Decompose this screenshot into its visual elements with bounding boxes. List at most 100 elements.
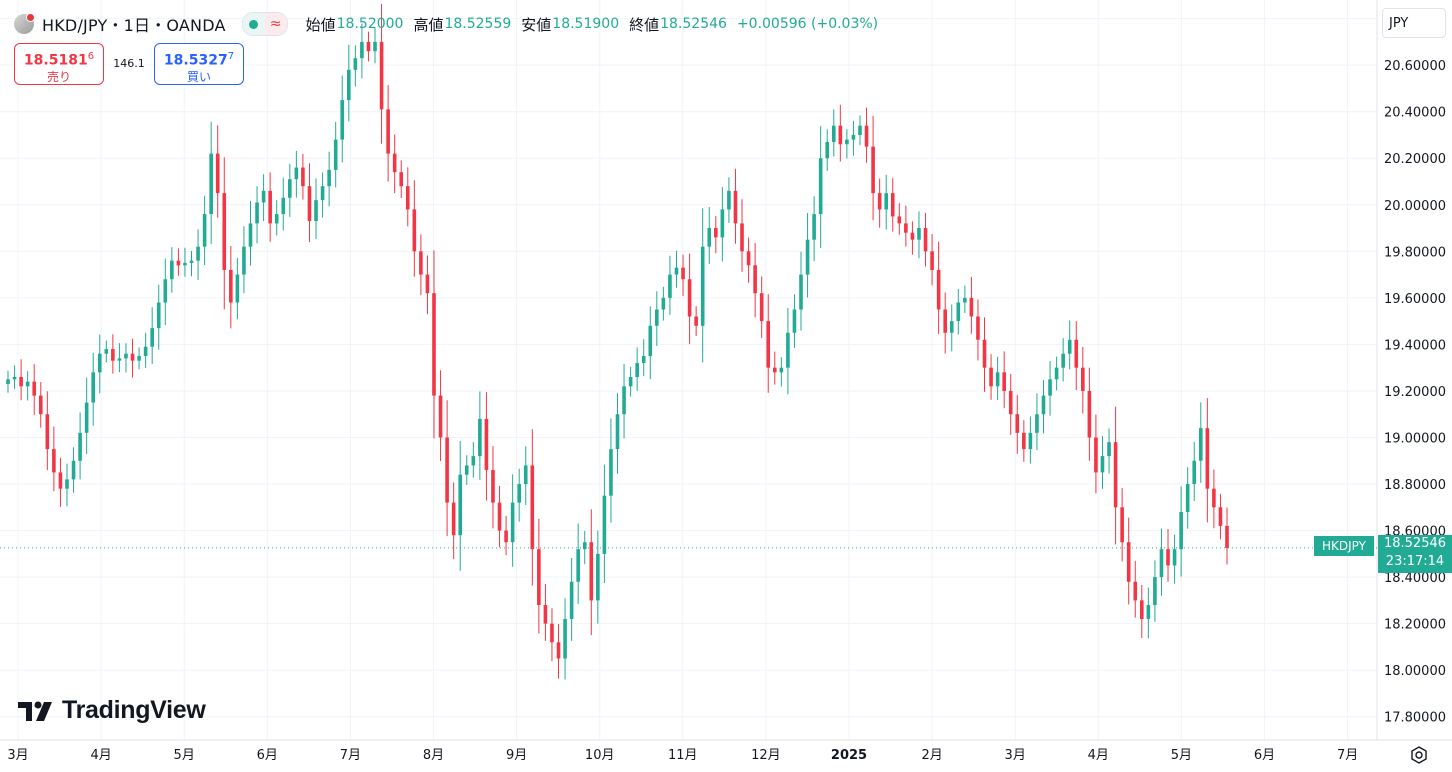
change-value: +0.00596 (+0.03%) bbox=[736, 16, 879, 32]
buy-button[interactable]: 18.53277 買い bbox=[154, 43, 244, 85]
candle-body bbox=[274, 214, 279, 224]
candle-body bbox=[517, 484, 521, 503]
candle-body bbox=[1172, 549, 1177, 566]
candle-body bbox=[340, 100, 345, 140]
candle-body bbox=[956, 302, 961, 322]
last-price-tag: 18.52546 23:17:14 bbox=[1378, 535, 1452, 573]
symbol-flag-icon bbox=[14, 13, 35, 34]
candle-body bbox=[104, 349, 109, 354]
candle-body bbox=[563, 618, 567, 659]
candle-body bbox=[1022, 432, 1026, 450]
x-tick-label: 2月 bbox=[921, 748, 942, 763]
candle-body bbox=[825, 141, 830, 159]
candle-body bbox=[668, 274, 672, 298]
candle-body bbox=[458, 474, 463, 536]
status-pill[interactable]: ≈ bbox=[241, 12, 288, 36]
candle-body bbox=[97, 353, 102, 373]
candle-body bbox=[196, 246, 200, 261]
candle-body bbox=[786, 332, 790, 368]
candle-body bbox=[943, 309, 947, 333]
candle-body bbox=[491, 470, 495, 503]
candle-body bbox=[884, 193, 889, 210]
candle-body bbox=[1041, 395, 1046, 415]
candle-body bbox=[930, 251, 934, 270]
candle-body bbox=[189, 260, 194, 263]
candle-body bbox=[858, 125, 862, 135]
candle-body bbox=[1153, 577, 1157, 606]
candle-body bbox=[871, 146, 875, 194]
tradingview-logo: TradingView bbox=[18, 696, 206, 725]
settings-gear-icon[interactable] bbox=[1406, 743, 1432, 767]
last-price-value: 18.52546 bbox=[1383, 536, 1447, 551]
candle-body bbox=[215, 153, 220, 194]
candle-body bbox=[12, 376, 17, 380]
candle-body bbox=[117, 358, 122, 361]
candle-body bbox=[648, 325, 653, 357]
candle-body bbox=[255, 202, 259, 224]
candle-body bbox=[628, 376, 633, 387]
symbol-tag: HKDJPY bbox=[1314, 536, 1374, 556]
bar-countdown: 23:17:14 bbox=[1385, 554, 1445, 569]
candle-body bbox=[366, 41, 371, 52]
candle-body bbox=[766, 321, 771, 368]
sell-price-pip: 6 bbox=[87, 51, 95, 62]
candle-body bbox=[209, 153, 213, 215]
candle-body bbox=[25, 381, 30, 387]
candle-body bbox=[399, 172, 404, 187]
currency-button[interactable]: JPY bbox=[1382, 8, 1446, 38]
candle-body bbox=[281, 197, 286, 215]
y-tick-label: 19.80000 bbox=[1384, 245, 1446, 260]
candle-body bbox=[1100, 456, 1105, 473]
candle-body bbox=[537, 549, 541, 606]
candle-body bbox=[733, 190, 738, 224]
candle-body bbox=[1113, 442, 1118, 508]
candle-body bbox=[550, 623, 554, 643]
candle-body bbox=[176, 260, 181, 266]
candle-body bbox=[379, 41, 384, 110]
y-tick-label: 20.00000 bbox=[1384, 199, 1446, 214]
candle-body bbox=[792, 309, 797, 333]
candle-body bbox=[1133, 581, 1138, 601]
close-label: 終値 bbox=[629, 15, 660, 34]
candle-body bbox=[183, 262, 187, 266]
candle-body bbox=[327, 169, 331, 187]
x-tick-label: 11月 bbox=[668, 748, 698, 763]
y-tick-label: 19.00000 bbox=[1384, 431, 1446, 446]
candle-body bbox=[694, 316, 698, 326]
candle-body bbox=[543, 605, 548, 624]
x-tick-label: 5月 bbox=[174, 748, 195, 763]
low-value: 18.51900 bbox=[552, 16, 620, 32]
x-tick-label: 9月 bbox=[506, 748, 527, 763]
x-tick-label: 4月 bbox=[1088, 748, 1109, 763]
x-tick-label: 2025 bbox=[831, 748, 867, 763]
candle-body bbox=[635, 363, 639, 377]
candle-body bbox=[890, 193, 895, 217]
candle-body bbox=[904, 223, 908, 233]
candle-body bbox=[1087, 390, 1092, 438]
sell-button[interactable]: 18.51816 売り bbox=[14, 43, 104, 85]
x-tick-label: 4月 bbox=[90, 748, 111, 763]
candle-body bbox=[52, 449, 56, 473]
candle-body bbox=[851, 134, 856, 140]
x-tick-label: 12月 bbox=[751, 748, 781, 763]
candle-body bbox=[78, 432, 82, 461]
x-tick-label: 6月 bbox=[1254, 748, 1275, 763]
candle-body bbox=[1185, 484, 1190, 512]
buy-price-pip: 7 bbox=[227, 51, 235, 62]
sell-label: 売り bbox=[46, 69, 71, 84]
candle-body bbox=[242, 246, 246, 275]
candle-body bbox=[1028, 432, 1033, 450]
x-tick-label: 6月 bbox=[257, 748, 278, 763]
candle-body bbox=[137, 356, 141, 361]
y-tick-label: 19.60000 bbox=[1384, 292, 1446, 307]
candle-body bbox=[156, 302, 161, 329]
candle-body bbox=[1179, 511, 1183, 550]
candle-body bbox=[432, 293, 436, 396]
candle-body bbox=[995, 372, 1000, 387]
y-tick-label: 18.40000 bbox=[1384, 571, 1446, 586]
candle-body bbox=[333, 139, 338, 170]
candle-body bbox=[1048, 379, 1052, 396]
symbol-title[interactable]: HKD/JPY・1日・OANDA bbox=[42, 16, 226, 35]
candle-body bbox=[530, 465, 535, 550]
